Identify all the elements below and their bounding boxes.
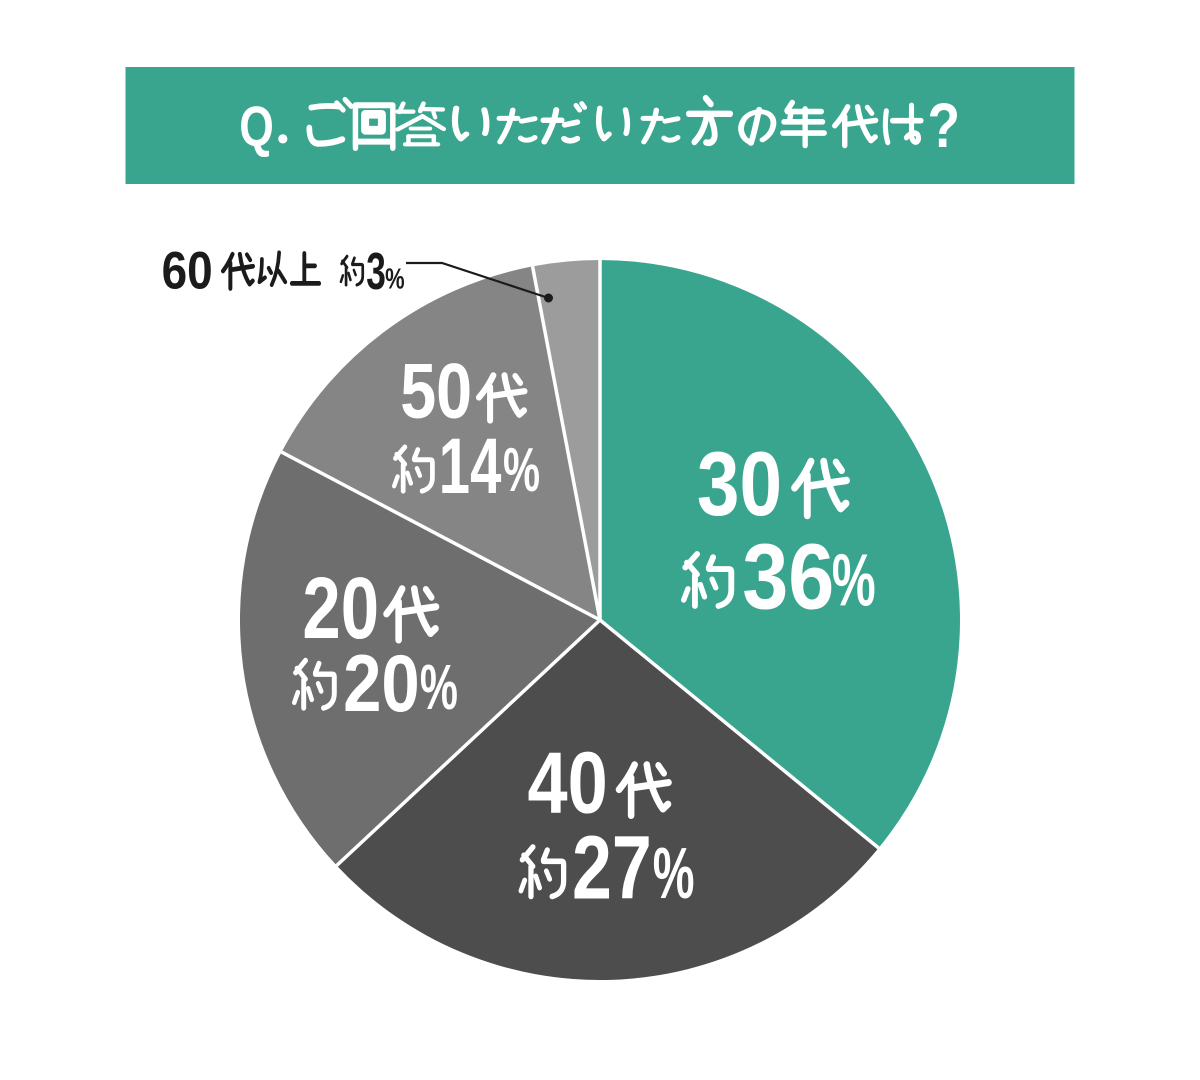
- svg-text:Q: Q: [239, 95, 274, 159]
- svg-text:14: 14: [439, 422, 502, 511]
- svg-text:30: 30: [697, 433, 782, 535]
- svg-text:40: 40: [528, 734, 608, 831]
- svg-text:%: %: [503, 436, 540, 505]
- svg-text:3: 3: [366, 243, 386, 300]
- svg-text:%: %: [420, 652, 458, 724]
- svg-text:?: ?: [928, 91, 961, 161]
- svg-text:20: 20: [343, 638, 420, 728]
- svg-text:50: 50: [400, 348, 472, 435]
- svg-text:%: %: [385, 264, 405, 296]
- svg-text:60: 60: [162, 241, 213, 300]
- svg-text:%: %: [653, 833, 695, 914]
- svg-text:20: 20: [302, 559, 379, 657]
- svg-text:36: 36: [742, 524, 834, 629]
- svg-text:27: 27: [572, 818, 652, 919]
- svg-text:%: %: [832, 540, 876, 622]
